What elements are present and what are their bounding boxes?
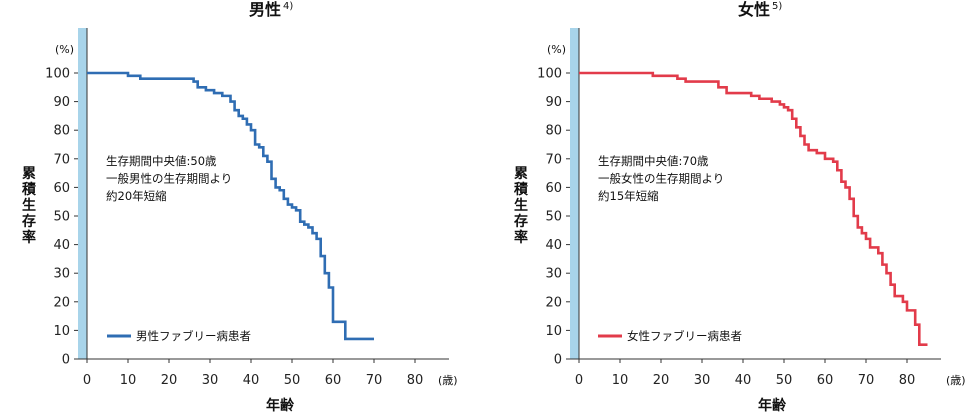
survival-curve-male	[87, 71, 374, 341]
y-axis-label: 累積生存率	[513, 166, 529, 246]
x-tick-label: 10	[120, 373, 137, 388]
y-tick-label: 50	[53, 210, 70, 225]
x-tick-label: 70	[366, 373, 383, 388]
annotation-line: 生存期間中央値:50歳	[106, 154, 217, 168]
x-tick-label: 20	[653, 373, 670, 388]
x-tick-label: 10	[612, 373, 629, 388]
y-tick-label: 10	[53, 324, 70, 339]
x-tick-label: 0	[83, 373, 91, 388]
x-tick-label: 60	[325, 373, 342, 388]
y-tick-label: 70	[545, 152, 562, 167]
legend-label: 男性ファブリー病患者	[136, 329, 251, 343]
x-tick-label: 30	[694, 373, 711, 388]
y-tick-label: 90	[53, 95, 70, 110]
x-tick-label: 80	[407, 373, 424, 388]
survival-curve-female	[579, 71, 928, 346]
y-tick-label: 20	[545, 295, 562, 310]
x-tick-label: 80	[899, 373, 916, 388]
x-tick-label: 70	[858, 373, 875, 388]
y-tick-label: 20	[53, 295, 70, 310]
x-tick-label: 40	[243, 373, 260, 388]
y-tick-label: 0	[554, 353, 562, 368]
y-axis-label: 累積生存率	[21, 166, 37, 246]
x-axis-label: 年齢	[758, 397, 787, 414]
y-tick-label: 80	[53, 124, 70, 139]
y-tick-label: 90	[545, 95, 562, 110]
x-axis-label: 年齢	[266, 397, 295, 414]
y-tick-label: 100	[45, 67, 70, 82]
annotation-line: 生存期間中央値:70歳	[598, 154, 709, 168]
y-axis-unit: (%)	[547, 43, 566, 56]
x-tick-label: 30	[202, 373, 219, 388]
chart-title-superscript: 4)	[283, 1, 293, 12]
y-tick-label: 30	[53, 267, 70, 282]
y-tick-label: 60	[53, 181, 70, 196]
x-tick-label: 40	[735, 373, 752, 388]
chart-panel-female: 女性 5) 0 10 20 30 40 50 60 70 80 90 100 (%) 0 10 20 30 40 50…	[513, 0, 966, 414]
y-axis-band	[570, 28, 579, 359]
y-tick-label: 80	[545, 124, 562, 139]
y-tick-label: 100	[537, 67, 562, 82]
annotation-line: 一般女性の生存期間より	[598, 172, 724, 186]
y-tick-label: 60	[545, 181, 562, 196]
x-tick-label: 50	[284, 373, 301, 388]
x-axis-unit: (歳)	[438, 374, 458, 387]
y-tick-label: 40	[545, 238, 562, 253]
y-tick-label: 10	[545, 324, 562, 339]
x-tick-label: 20	[161, 373, 178, 388]
y-tick-label: 40	[53, 238, 70, 253]
annotation-line: 約20年短縮	[106, 189, 167, 203]
chart-title: 男性	[249, 0, 281, 19]
annotation-line: 一般男性の生存期間より	[106, 172, 232, 186]
y-tick-label: 50	[545, 210, 562, 225]
chart-panel-male: 男性 4) 0 10 20 30 40 50 60 70 80 90 100 (%) 0 10 20 30 40 50…	[21, 0, 458, 414]
x-tick-label: 50	[776, 373, 793, 388]
y-axis-unit: (%)	[55, 43, 74, 56]
legend-label: 女性ファブリー病患者	[627, 329, 742, 343]
chart-title: 女性	[738, 0, 770, 19]
y-tick-label: 70	[53, 152, 70, 167]
x-axis-unit: (歳)	[946, 374, 966, 387]
annotation-line: 約15年短縮	[598, 189, 659, 203]
x-tick-label: 60	[817, 373, 834, 388]
chart-title-superscript: 5)	[772, 1, 782, 12]
x-tick-label: 0	[575, 373, 583, 388]
y-tick-label: 0	[62, 353, 70, 368]
y-axis-band	[78, 28, 87, 359]
y-tick-label: 30	[545, 267, 562, 282]
